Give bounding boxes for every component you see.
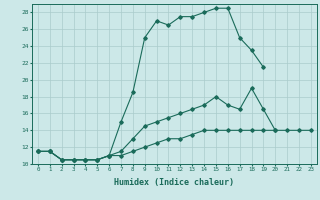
X-axis label: Humidex (Indice chaleur): Humidex (Indice chaleur) bbox=[115, 178, 234, 187]
